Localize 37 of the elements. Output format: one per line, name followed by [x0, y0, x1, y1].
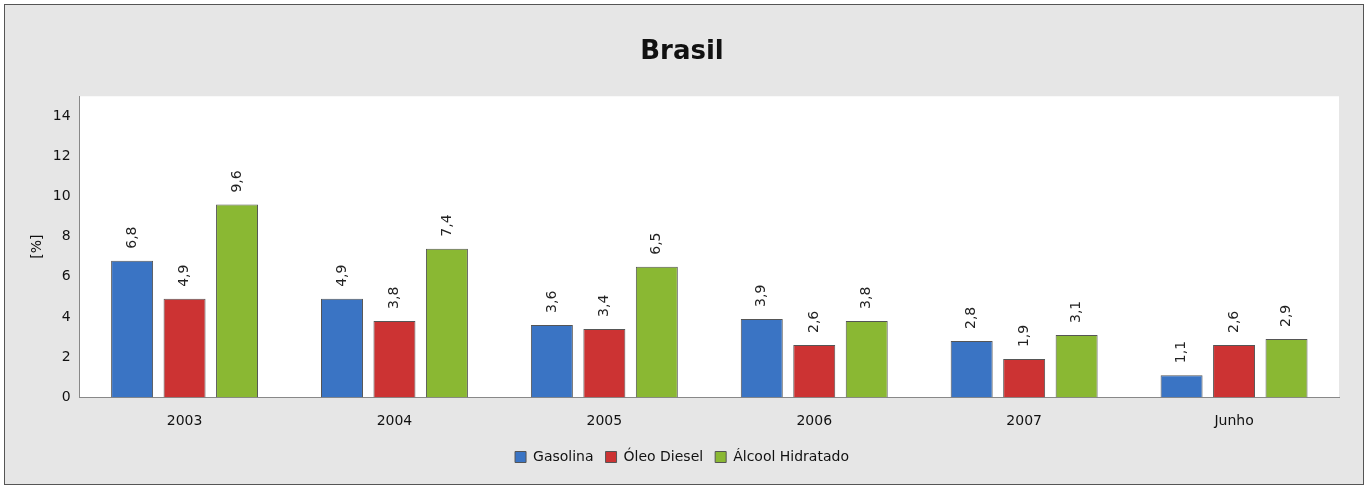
legend-label: Óleo Diesel [623, 446, 704, 464]
data-label: 2,9 [1277, 304, 1294, 328]
y-tick-label: 10 [52, 187, 71, 204]
data-label: 4,9 [332, 264, 349, 287]
y-tick-label: 0 [61, 387, 71, 404]
y-tick-label: 2 [61, 347, 71, 364]
data-label: 6,5 [647, 232, 664, 255]
y-tick-label: 12 [52, 147, 71, 164]
y-tick-label: 4 [61, 307, 71, 324]
chart-title: Brasil [640, 35, 724, 66]
data-label: 2,6 [804, 310, 821, 334]
data-label: 3,8 [857, 286, 874, 309]
data-label: 6,8 [122, 226, 139, 249]
x-tick-label: Junho [1213, 412, 1254, 429]
data-label: 1,1 [1172, 340, 1189, 364]
legend-label: Álcool Hidratado [733, 447, 849, 464]
data-label: 3,8 [385, 286, 402, 309]
x-tick-label: 2005 [586, 412, 623, 429]
data-label: 2,8 [962, 306, 979, 330]
data-label: 2,6 [1224, 310, 1241, 334]
data-label: 3,4 [595, 294, 611, 317]
data-label: 3,6 [542, 290, 559, 313]
y-tick-label: 14 [52, 106, 71, 123]
data-label: 3,9 [752, 284, 769, 307]
data-label: 1,9 [1014, 324, 1031, 348]
data-label: 7,4 [437, 214, 454, 237]
y-tick-label: 6 [61, 267, 71, 284]
x-tick-label: 2007 [1006, 412, 1042, 429]
data-label: 4,9 [175, 264, 192, 287]
y-tick-label: 8 [61, 227, 71, 244]
data-label: 9,6 [227, 170, 244, 193]
x-tick-label: 2004 [376, 412, 413, 429]
legend-label: Gasolina [533, 447, 594, 464]
x-tick-label: 2006 [796, 412, 833, 429]
data-label: 3,1 [1067, 300, 1084, 323]
x-tick-label: 2003 [166, 412, 203, 429]
y-axis-title: [%] [28, 234, 45, 259]
